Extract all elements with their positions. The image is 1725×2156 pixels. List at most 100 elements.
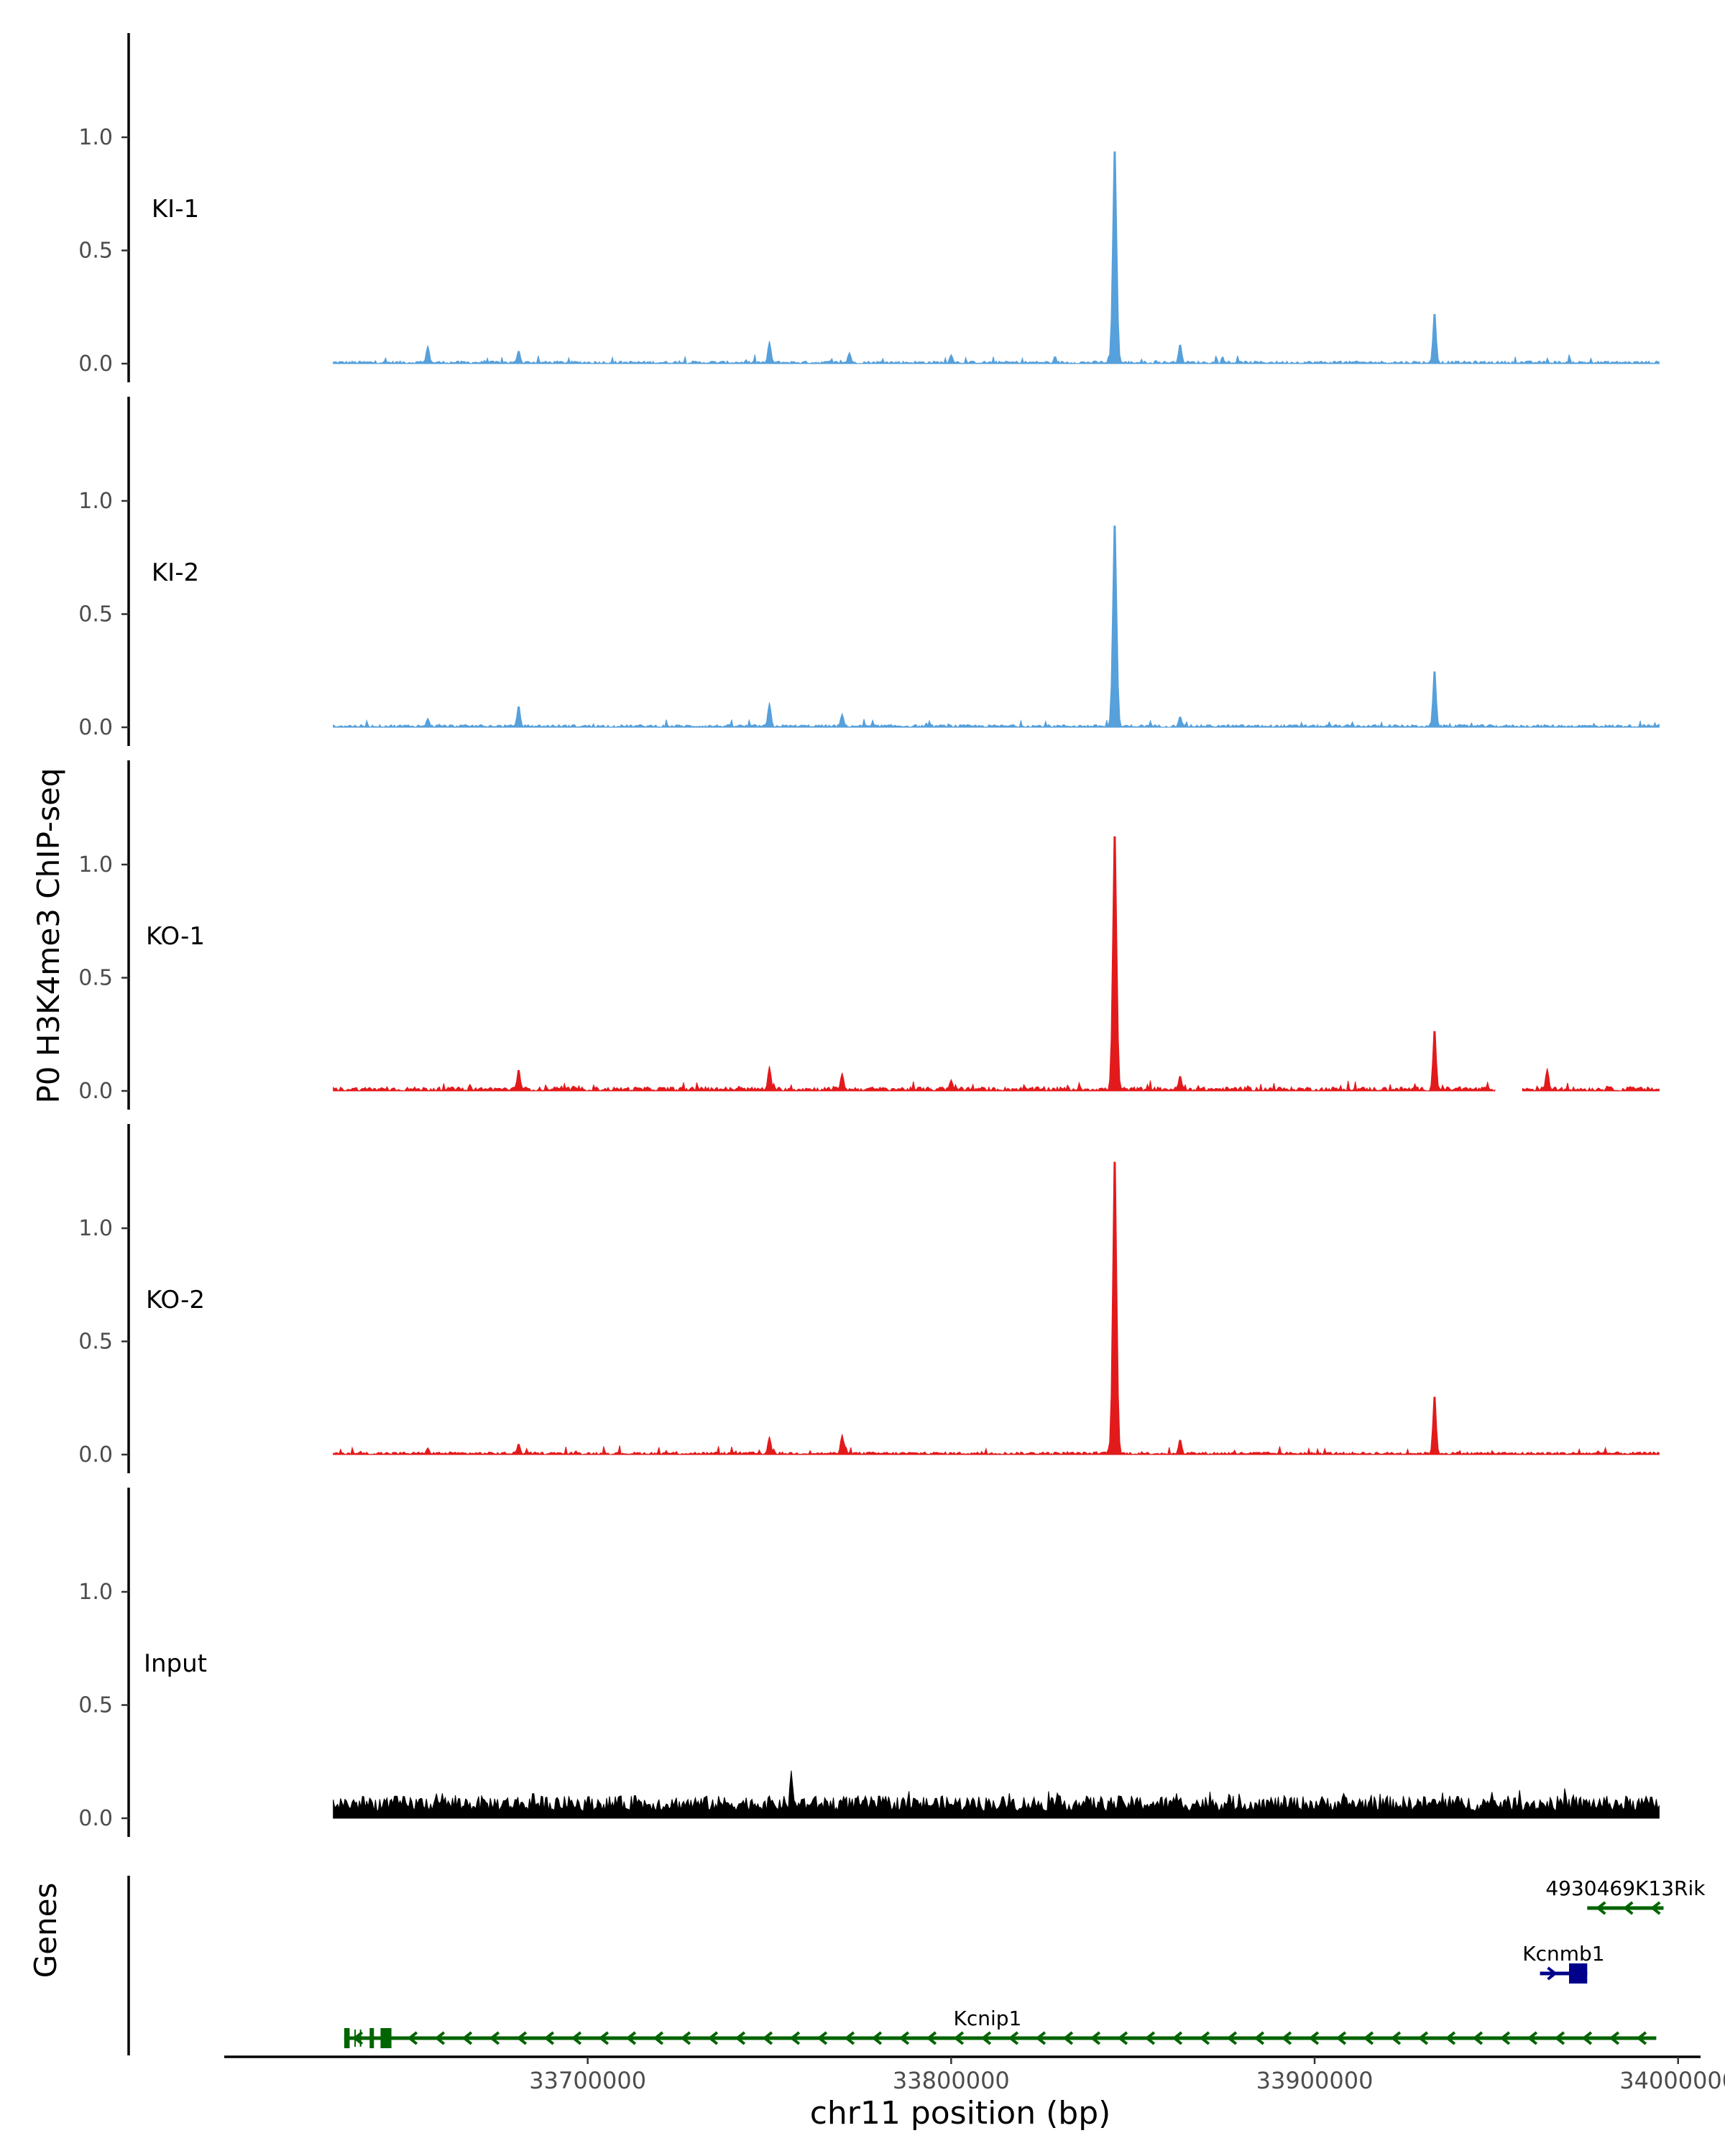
y-tick-label: 0.0 (78, 715, 113, 740)
strand-arrow (1008, 2031, 1019, 2045)
gene-label: 4930469K13Rik (1545, 1876, 1706, 1900)
strand-arrow (1472, 2031, 1484, 2045)
genes-track: 4930469K13Rik Kcnmb1 Kcnip1 (127, 1876, 1706, 2055)
y-tick-label: 1.0 (78, 489, 113, 514)
gene-label: Kcnip1 (953, 2007, 1021, 2030)
y-tick-label: 0.5 (78, 1330, 113, 1355)
strand-arrow (980, 2031, 992, 2045)
y-tick-label: 0.5 (78, 239, 113, 264)
x-axis-title: chr11 position (bp) (810, 2095, 1111, 2132)
y-tick-label: 0.5 (78, 1693, 113, 1718)
track-label: KI-1 (152, 195, 199, 224)
gene-label: Kcnmb1 (1522, 1942, 1604, 1966)
gene-kcnip1: Kcnip1 (344, 2007, 1657, 2048)
y-axis-title: P0 H3K4me3 ChIP-seq (31, 768, 66, 1103)
signal-area-ko-1 (333, 836, 1660, 1092)
strand-arrow (926, 2031, 937, 2045)
genes-axis-title: Genes (28, 1883, 63, 1978)
strand-arrow (489, 2031, 500, 2045)
strand-arrow (1596, 1901, 1606, 1915)
track-label: KI-2 (152, 558, 199, 587)
strand-arrow (1117, 2031, 1128, 2045)
y-tick-label: 0.5 (78, 966, 113, 991)
gene-4930469k13rik: 4930469K13Rik (1545, 1876, 1706, 1915)
strand-arrow (1650, 1901, 1661, 1915)
strand-arrow (598, 2031, 610, 2045)
signal-tracks: 0.00.51.0KI-10.00.51.0KI-20.00.51.0KO-10… (78, 33, 1660, 1837)
gene-exon (344, 2028, 350, 2048)
x-tick-label: 33800000 (893, 2067, 1010, 2094)
strand-arrow (625, 2031, 637, 2045)
track-panel-input: 0.0 0.5 1.0 Input (78, 1488, 1660, 1837)
gene-exon (1569, 1963, 1588, 1984)
strand-arrow (1445, 2031, 1456, 2045)
y-tick-label: 1.0 (78, 125, 113, 150)
strand-arrow (1417, 2031, 1429, 2045)
strand-arrow (653, 2031, 664, 2045)
gene-kcnmb1: Kcnmb1 (1522, 1942, 1605, 1984)
track-panel-ko-2: 0.0 0.5 1.0 KO-2 (78, 1124, 1660, 1473)
strand-arrow (1636, 2031, 1647, 2045)
track-panel-ko-1: 0.0 0.5 1.0 KO-1 (78, 760, 1660, 1110)
y-tick-label: 0.0 (78, 351, 113, 377)
strand-arrow (1609, 2031, 1620, 2045)
strand-arrow (953, 2031, 965, 2045)
strand-arrow (707, 2031, 719, 2045)
strand-arrow (461, 2031, 473, 2045)
strand-arrow (1527, 2031, 1538, 2045)
strand-arrow (543, 2031, 555, 2045)
strand-arrow (1623, 1901, 1634, 1915)
strand-arrow (735, 2031, 746, 2045)
strand-arrow (898, 2031, 910, 2045)
strand-arrow (762, 2031, 773, 2045)
strand-arrow (1172, 2031, 1183, 2045)
y-tick-label: 0.5 (78, 602, 113, 627)
y-tick-label: 0.0 (78, 1442, 113, 1468)
strand-arrow (1226, 2031, 1238, 2045)
strand-arrow (516, 2031, 528, 2045)
y-tick-label: 1.0 (78, 852, 113, 877)
y-tick-label: 1.0 (78, 1580, 113, 1605)
strand-arrow (1390, 2031, 1402, 2045)
track-panel-ki-2: 0.0 0.5 1.0 KI-2 (78, 397, 1660, 746)
strand-arrow (789, 2031, 801, 2045)
y-tick-label: 0.0 (78, 1079, 113, 1104)
x-tick-label: 33700000 (529, 2067, 646, 2094)
x-tick-label: 33900000 (1256, 2067, 1374, 2094)
track-panel-ki-1: 0.0 0.5 1.0 KI-1 (78, 33, 1660, 382)
strand-arrow (571, 2031, 582, 2045)
strand-arrow (1144, 2031, 1156, 2045)
strand-arrow (1554, 2031, 1565, 2045)
strand-arrow (871, 2031, 883, 2045)
y-tick-label: 0.0 (78, 1806, 113, 1831)
strand-arrow (1547, 1966, 1558, 1981)
strand-arrow (1199, 2031, 1210, 2045)
strand-arrow (1090, 2031, 1101, 2045)
track-label: KO-2 (146, 1286, 205, 1314)
x-axis: 33700000 33800000 33900000 34000000 (224, 2055, 1725, 2094)
strand-arrow (1254, 2031, 1265, 2045)
strand-arrow (1281, 2031, 1292, 2045)
gene-exon (369, 2028, 374, 2048)
signal-area-ki-1 (333, 151, 1660, 365)
signal-area-input (333, 1770, 1660, 1819)
strand-arrow (434, 2031, 446, 2045)
signal-area-ko-2 (333, 1161, 1660, 1456)
gene-exon (380, 2028, 392, 2048)
strand-arrow (1335, 2031, 1347, 2045)
track-label: KO-1 (146, 922, 205, 951)
strand-arrow (680, 2031, 691, 2045)
y-tick-label: 1.0 (78, 1216, 113, 1241)
strand-arrow (816, 2031, 828, 2045)
strand-arrow (1062, 2031, 1074, 2045)
strand-arrow (1035, 2031, 1046, 2045)
strand-arrow (1363, 2031, 1374, 2045)
strand-arrow (844, 2031, 855, 2045)
x-tick-label: 34000000 (1619, 2067, 1725, 2094)
strand-arrow (407, 2031, 418, 2045)
track-label: Input (144, 1649, 207, 1678)
strand-arrow (1308, 2031, 1320, 2045)
signal-area-ki-2 (333, 525, 1660, 728)
